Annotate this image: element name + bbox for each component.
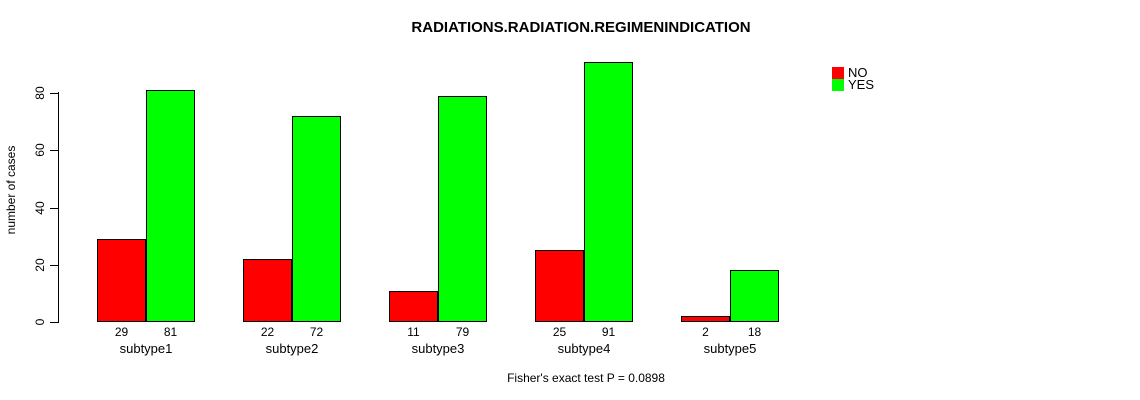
legend-item-yes: YES bbox=[832, 77, 875, 92]
bar-value-label: 81 bbox=[163, 325, 178, 339]
bar-value-label: 79 bbox=[455, 325, 470, 339]
bar-yes-subtype4 bbox=[584, 61, 633, 322]
x-category-label: subtype1 bbox=[119, 341, 173, 356]
bar-value-label: 25 bbox=[552, 325, 567, 339]
y-axis-tick-label: 80 bbox=[33, 86, 47, 100]
bar-no-subtype2 bbox=[243, 259, 292, 322]
bar-value-label: 72 bbox=[309, 325, 324, 339]
bar-yes-subtype5 bbox=[730, 270, 779, 322]
bar-value-label: 91 bbox=[601, 325, 616, 339]
bar-no-subtype1 bbox=[97, 238, 146, 322]
y-axis-tick bbox=[50, 150, 59, 152]
y-axis-tick bbox=[50, 264, 59, 266]
fisher-test-caption: Fisher's exact test P = 0.0898 bbox=[507, 371, 665, 385]
bar-yes-subtype1 bbox=[146, 90, 195, 322]
bar-no-subtype3 bbox=[389, 290, 438, 322]
bar-no-subtype4 bbox=[535, 250, 584, 322]
legend-swatch-yes bbox=[832, 79, 844, 91]
legend-label-no: NO bbox=[848, 65, 868, 80]
legend-swatch-no bbox=[832, 67, 844, 79]
bar-yes-subtype3 bbox=[438, 95, 487, 322]
y-axis-tick-label: 20 bbox=[33, 258, 47, 272]
y-axis-tick bbox=[50, 207, 59, 209]
y-axis-tick bbox=[50, 322, 59, 323]
legend-label-yes: YES bbox=[848, 77, 875, 92]
bar-yes-subtype2 bbox=[292, 115, 341, 322]
bar-no-subtype5 bbox=[681, 316, 730, 322]
y-axis-line bbox=[58, 92, 59, 322]
x-category-label: subtype3 bbox=[411, 341, 465, 356]
legend-item-no: NO bbox=[832, 65, 874, 80]
bar-value-label: 22 bbox=[260, 325, 275, 339]
chart-title: RADIATIONS.RADIATION.REGIMENINDICATION bbox=[411, 19, 751, 36]
bar-value-label: 2 bbox=[702, 325, 709, 339]
x-category-label: subtype4 bbox=[557, 341, 611, 356]
y-axis-tick bbox=[50, 93, 59, 94]
bar-value-label: 11 bbox=[407, 325, 420, 339]
y-axis-tick-label: 60 bbox=[33, 143, 47, 157]
y-axis-label: number of cases bbox=[4, 145, 18, 235]
x-category-label: subtype2 bbox=[265, 341, 319, 356]
x-category-label: subtype5 bbox=[703, 341, 757, 356]
bar-value-label: 29 bbox=[114, 325, 129, 339]
y-axis-tick-label: 40 bbox=[33, 200, 47, 215]
legend: NO YES bbox=[832, 65, 875, 92]
y-axis-tick-label: 0 bbox=[33, 318, 47, 326]
bar-value-label: 18 bbox=[747, 325, 762, 339]
